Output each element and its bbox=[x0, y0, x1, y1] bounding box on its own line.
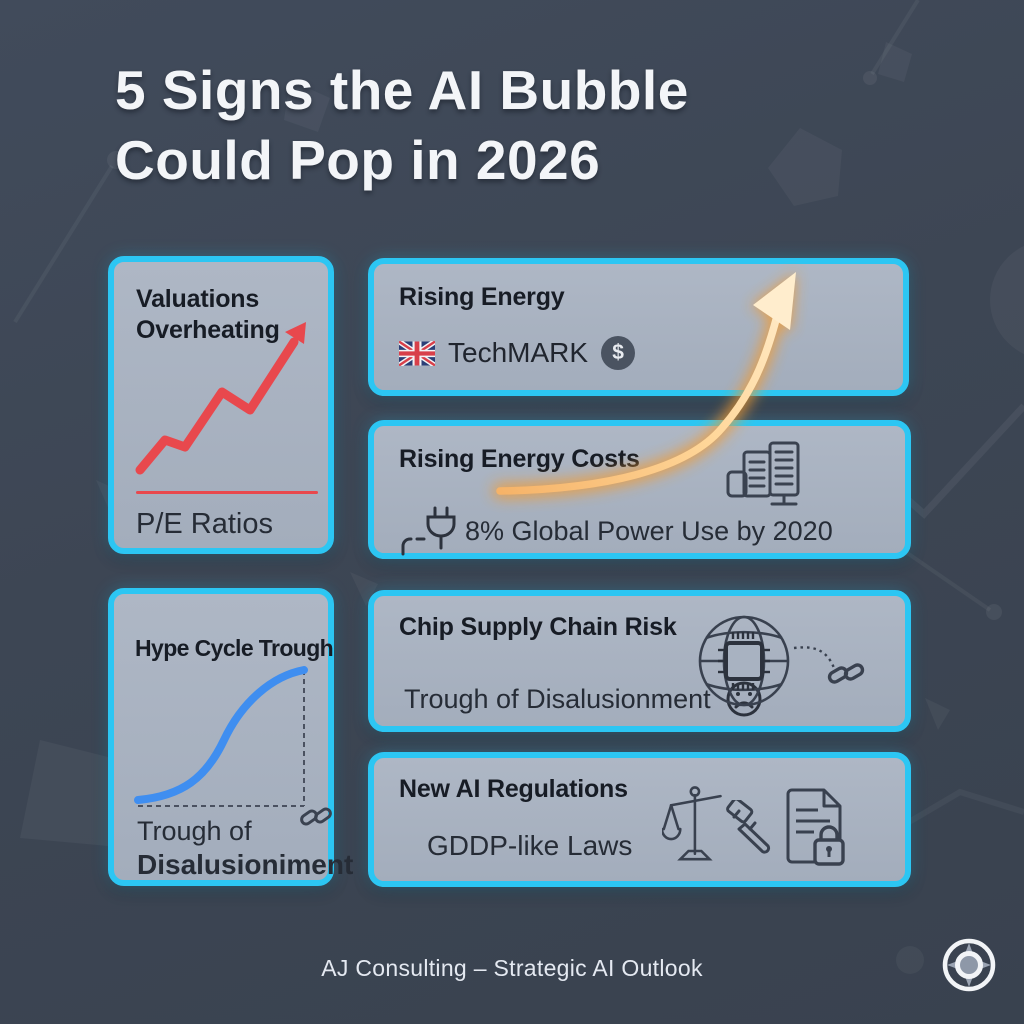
techmark-label: TechMARK bbox=[448, 337, 589, 368]
card-chip-supply-chain-risk: Chip Supply Chain Risk Trough of Disalus… bbox=[368, 590, 911, 732]
globe-chip-icon bbox=[698, 615, 790, 707]
power-row: 8% Global Power Use by 2020 bbox=[399, 506, 833, 556]
compass-logo-icon bbox=[942, 938, 996, 992]
chain-link-icon bbox=[300, 807, 332, 826]
card-rising-energy: Rising Energy TechMARK $ bbox=[368, 258, 909, 396]
card-hype-cycle-trough: Hype Cycle Trough Trough of Disalusionim… bbox=[108, 588, 353, 886]
card-caption: 8% Global Power Use by 2020 bbox=[465, 515, 833, 546]
power-plug-icon bbox=[401, 506, 456, 556]
card-rising-energy-costs: Rising Energy Costs bbox=[368, 420, 911, 559]
uk-flag-icon bbox=[399, 340, 435, 366]
card-valuations-overheating: Valuations Overheating P/E Ratios bbox=[108, 256, 334, 554]
page-title-line1: 5 Signs the AI Bubble bbox=[115, 59, 689, 121]
document-lock-icon bbox=[786, 788, 845, 866]
card-title: Chip Supply Chain Risk bbox=[399, 613, 677, 641]
card-title: Hype Cycle Trough bbox=[135, 635, 334, 661]
card-title: Rising Energy bbox=[399, 283, 565, 311]
card-caption: Trough of Disalusionment bbox=[404, 683, 711, 714]
card-title: Valuations Overheating bbox=[136, 285, 280, 344]
red-baseline bbox=[136, 491, 318, 494]
server-stack-icon bbox=[726, 441, 800, 506]
card-caption: GDDP-like Laws bbox=[427, 830, 633, 861]
blue-s-curve-chart-icon bbox=[134, 666, 308, 807]
page-title: 5 Signs the AI Bubble Could Pop in 2026 bbox=[115, 56, 875, 196]
card-caption: P/E Ratios bbox=[136, 508, 273, 540]
scales-of-justice-icon bbox=[662, 786, 722, 861]
card-title: Rising Energy Costs bbox=[399, 445, 640, 473]
gavel-icon bbox=[726, 800, 771, 854]
market-row: TechMARK $ bbox=[399, 336, 636, 370]
rising-zigzag-chart-icon bbox=[135, 322, 306, 475]
chain-link-icon bbox=[827, 663, 865, 684]
page-title-line2: Could Pop in 2026 bbox=[115, 128, 601, 191]
card-caption: Trough of Disalusioniment bbox=[137, 816, 354, 880]
footer-credit: AJ Consulting – Strategic AI Outlook bbox=[321, 955, 703, 981]
dollar-coin-icon: $ bbox=[601, 336, 636, 370]
card-title: New AI Regulations bbox=[399, 775, 628, 803]
card-new-ai-regulations: New AI Regulations GDDP-like Laws bbox=[368, 752, 911, 887]
